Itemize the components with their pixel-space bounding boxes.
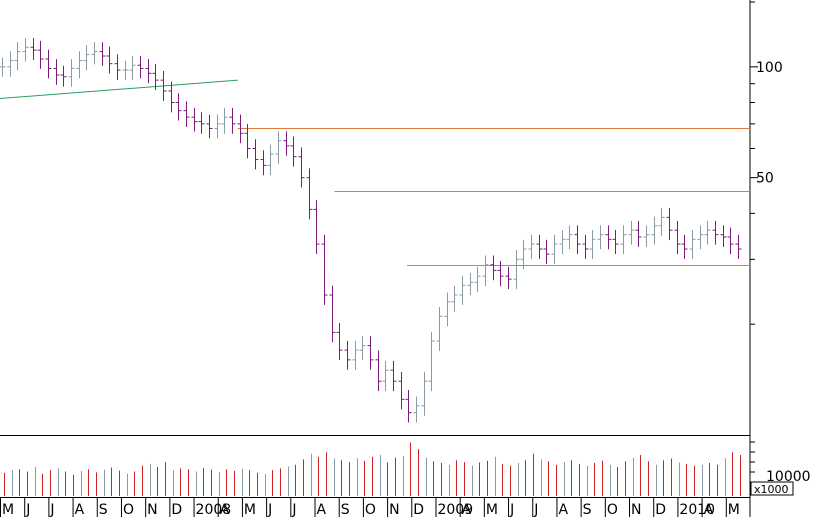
time-tick-label: N [389, 502, 399, 518]
time-tick-label: J [291, 502, 296, 518]
time-tick-label: A [462, 502, 472, 518]
time-tick-label: N [631, 502, 641, 518]
time-tick-label: J [533, 502, 538, 518]
time-tick-label: J [267, 502, 272, 518]
time-tick-label: O [123, 502, 134, 518]
reference-lines [0, 79, 750, 266]
time-tick-label: D [171, 502, 182, 518]
time-tick-label: J [25, 502, 30, 518]
time-tick-label: A [704, 502, 714, 518]
time-tick-label: J [49, 502, 54, 518]
volume-multiplier-box [750, 481, 794, 496]
volume-multiplier-label: x1000 [754, 483, 789, 496]
price-bars [0, 37, 742, 423]
time-tick-label: O [607, 502, 618, 518]
time-tick-label: A [220, 502, 230, 518]
volume-bars [4, 442, 741, 496]
time-tick-label: N [147, 502, 157, 518]
time-tick-label: M [244, 502, 256, 518]
time-tick-label: S [99, 502, 108, 518]
time-tick-label: S [583, 502, 592, 518]
time-tick-label: D [413, 502, 424, 518]
time-tick-label: S [341, 502, 350, 518]
time-tick-label: 2008 [196, 502, 232, 518]
time-tick-label: M [486, 502, 498, 518]
time-tick-label: M [2, 502, 14, 518]
time-tick-label: O [365, 502, 376, 518]
time-tick-label: J [509, 502, 514, 518]
trend-line [0, 79, 239, 100]
time-tick-label: A [558, 502, 568, 518]
time-tick-label: A [75, 502, 85, 518]
time-tick-label: M [728, 502, 740, 518]
price-tick-label: 50 [756, 171, 774, 187]
time-tick-label: D [655, 502, 666, 518]
price-tick-label: 100 [756, 60, 783, 76]
chart-frame [0, 0, 751, 517]
volume-tick-label: 10000 [766, 469, 811, 485]
time-tick-label: A [317, 502, 327, 518]
time-tick-label: 2009 [437, 502, 473, 518]
time-tick-label: 2010 [679, 502, 715, 518]
